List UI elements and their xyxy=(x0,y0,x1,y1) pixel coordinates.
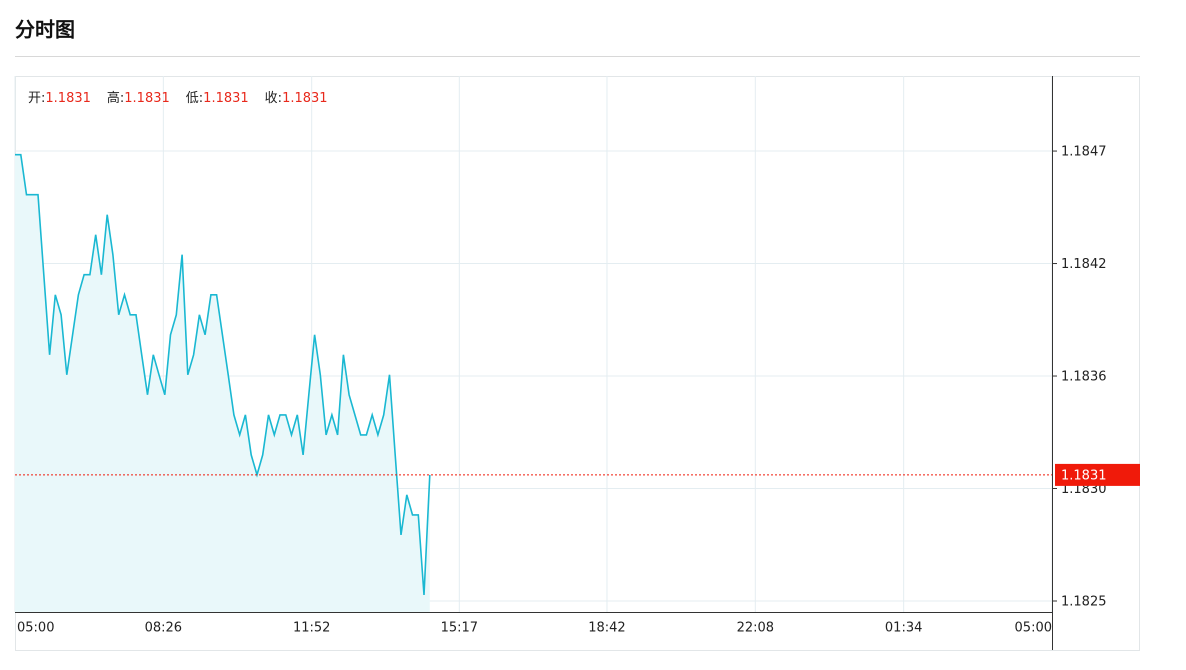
x-tick-label: 18:42 xyxy=(588,621,625,636)
plot xyxy=(15,153,1052,612)
x-tick-label: 22:08 xyxy=(737,621,774,636)
y-tick-label: 1.1825 xyxy=(1061,594,1107,609)
current-price-label: 1.1831 xyxy=(1061,468,1107,483)
price-line xyxy=(15,153,431,596)
x-tick-label: 11:52 xyxy=(293,621,330,636)
quote-label: 开: xyxy=(28,91,45,106)
x-tick-label: 05:00 xyxy=(1015,621,1052,636)
current-price-box xyxy=(1055,463,1140,486)
x-tick-label: 01:34 xyxy=(885,621,922,636)
x-tick-label: 08:26 xyxy=(145,621,182,636)
quote-label: 收: xyxy=(265,91,282,106)
area-fill xyxy=(15,154,430,612)
quote-value: 1.1831 xyxy=(203,91,249,106)
quote-value: 1.1831 xyxy=(124,91,170,106)
x-tick-label: 05:00 xyxy=(17,621,54,636)
quote-bar: 开:1.1831 高:1.1831 低:1.1831 收:1.1831 xyxy=(28,90,328,106)
quote-value: 1.1831 xyxy=(45,91,91,106)
quote-label: 低: xyxy=(186,91,203,106)
quote-value: 1.1831 xyxy=(282,91,328,106)
quote-label: 高: xyxy=(107,90,124,106)
y-tick-label: 1.1847 xyxy=(1061,145,1107,160)
page-title: 分时图 xyxy=(15,18,75,42)
y-tick-label: 1.1842 xyxy=(1061,257,1107,272)
y-tick-label: 1.1836 xyxy=(1061,370,1107,385)
x-tick-label: 15:17 xyxy=(441,621,478,636)
